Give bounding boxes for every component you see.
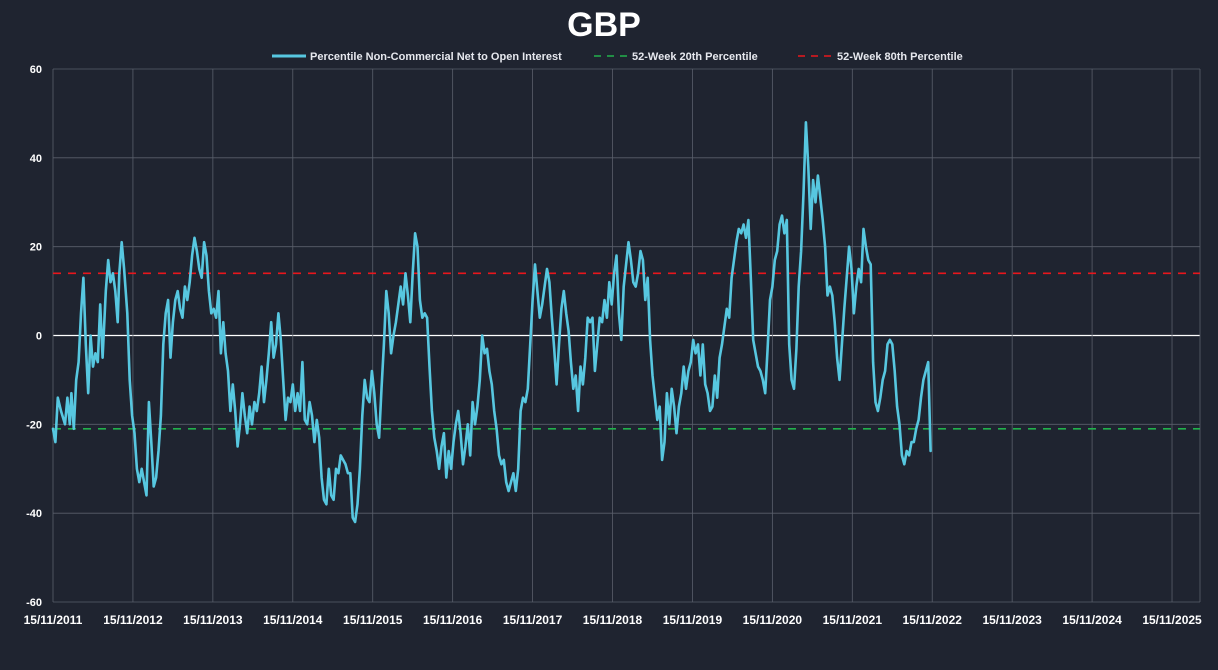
series-line: [51, 121, 932, 524]
x-tick-label: 15/11/2011: [24, 613, 83, 627]
y-tick-label: -40: [26, 508, 42, 520]
legend-label-p20: 52-Week 20th Percentile: [632, 51, 758, 63]
reference-lines: [53, 272, 1200, 430]
x-tick-label: 15/11/2023: [982, 613, 1042, 627]
y-tick-label: 0: [36, 331, 42, 343]
x-tick-label: 15/11/2017: [503, 613, 563, 627]
x-tick-label: 15/11/2022: [903, 613, 963, 627]
legend: Percentile Non-Commercial Net to Open In…: [272, 51, 963, 63]
y-tick-label: 20: [30, 242, 42, 254]
x-tick-label: 15/11/2014: [263, 613, 323, 627]
y-axis-ticks: 60 40 20 0 -20 -40 -60: [26, 64, 42, 609]
y-tick-label: -20: [26, 419, 42, 431]
y-tick-label: -60: [26, 597, 42, 609]
x-tick-label: 15/11/2021: [823, 613, 883, 627]
series-layer: [51, 121, 932, 524]
x-tick-label: 15/11/2020: [743, 613, 803, 627]
x-tick-label: 15/11/2025: [1142, 613, 1202, 627]
x-tick-label: 15/11/2024: [1062, 613, 1122, 627]
x-tick-label: 15/11/2018: [583, 613, 643, 627]
chart-title: GBP: [567, 6, 641, 44]
legend-label-series: Percentile Non-Commercial Net to Open In…: [310, 51, 562, 63]
y-tick-label: 40: [30, 153, 42, 165]
x-tick-label: 15/11/2016: [423, 613, 483, 627]
x-tick-label: 15/11/2013: [183, 613, 243, 627]
x-tick-label: 15/11/2015: [343, 613, 403, 627]
x-tick-label: 15/11/2019: [663, 613, 723, 627]
x-axis-ticks: 15/11/2011 15/11/2012 15/11/2013 15/11/2014…: [24, 613, 1202, 627]
legend-label-p80: 52-Week 80th Percentile: [837, 51, 963, 63]
grid: [52, 68, 1201, 603]
x-tick-label: 15/11/2012: [103, 613, 163, 627]
y-tick-label: 60: [30, 64, 42, 76]
